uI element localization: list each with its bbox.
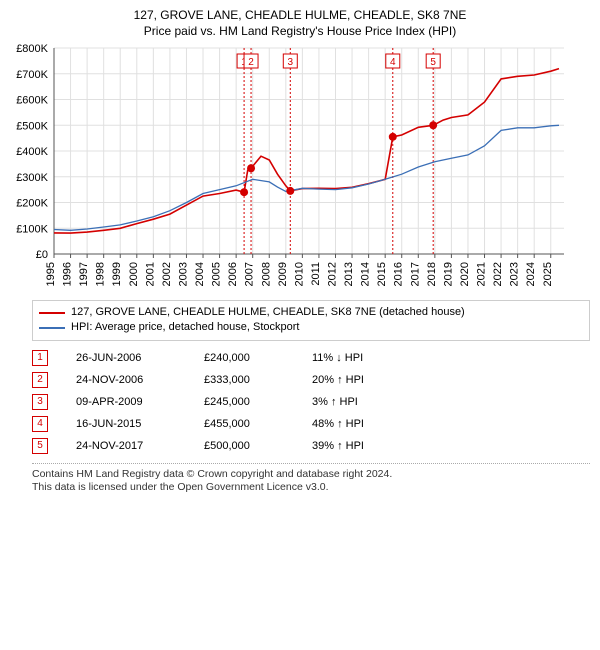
x-tick-label: 2022: [492, 262, 504, 286]
x-tick-label: 2011: [310, 262, 322, 286]
y-tick-label: £400K: [16, 146, 48, 158]
sale-row-marker: 1: [32, 350, 48, 366]
sale-row-price: £240,000: [204, 352, 284, 364]
x-tick-label: 2008: [260, 262, 272, 286]
x-tick-label: 1999: [111, 262, 123, 286]
x-tick-label: 2017: [409, 262, 421, 286]
chart-container: £0 £100K £200K £300K £400K £500K £600K £700K £80…: [8, 44, 592, 294]
sale-marker-dot: [429, 121, 437, 129]
x-tick-label: 1998: [95, 262, 107, 286]
sale-row-marker: 2: [32, 372, 48, 388]
sale-row-date: 16-JUN-2015: [76, 418, 176, 430]
chart-title-line1: 127, GROVE LANE, CHEADLE HULME, CHEADLE,…: [8, 8, 592, 22]
sale-row: 2 24-NOV-2006 £333,000 20% ↑ HPI: [32, 369, 590, 391]
legend-box: 127, GROVE LANE, CHEADLE HULME, CHEADLE,…: [32, 300, 590, 341]
sale-marker-dot: [240, 188, 248, 196]
x-tick-label: 2020: [459, 262, 471, 286]
sale-row: 3 09-APR-2009 £245,000 3% ↑ HPI: [32, 391, 590, 413]
footer-line1: Contains HM Land Registry data © Crown c…: [32, 468, 590, 482]
sale-row: 5 24-NOV-2017 £500,000 39% ↑ HPI: [32, 435, 590, 457]
sale-marker-label: 3: [288, 57, 294, 68]
y-tick-label: £100K: [16, 223, 48, 235]
sale-row-price: £245,000: [204, 396, 284, 408]
sales-table: 1 26-JUN-2006 £240,000 11% ↓ HPI 2 24-NOV-200…: [32, 347, 590, 457]
sale-row-marker: 4: [32, 416, 48, 432]
chart-title-block: 127, GROVE LANE, CHEADLE HULME, CHEADLE,…: [8, 8, 592, 38]
x-tick-label: 2010: [293, 262, 305, 286]
x-tick-label: 2019: [442, 262, 454, 286]
x-tick-label: 2000: [128, 262, 140, 286]
sale-row-price: £500,000: [204, 440, 284, 452]
x-tick-label: 2004: [194, 262, 206, 286]
sale-row-delta: 20% ↑ HPI: [312, 374, 402, 386]
x-tick-label: 2005: [211, 262, 223, 286]
sale-marker-label: 2: [248, 57, 254, 68]
sale-row-date: 09-APR-2009: [76, 396, 176, 408]
sale-row-date: 26-JUN-2006: [76, 352, 176, 364]
y-tick-label: £800K: [16, 44, 48, 55]
y-tick-label: £300K: [16, 172, 48, 184]
x-tick-label: 2018: [426, 262, 438, 286]
sale-row-price: £333,000: [204, 374, 284, 386]
sale-row-marker: 5: [32, 438, 48, 454]
y-tick-label: £500K: [16, 120, 48, 132]
sale-row-date: 24-NOV-2006: [76, 374, 176, 386]
sale-row-marker: 3: [32, 394, 48, 410]
sale-row: 4 16-JUN-2015 £455,000 48% ↑ HPI: [32, 413, 590, 435]
x-tick-label: 1995: [45, 262, 57, 286]
y-tick-label: £600K: [16, 95, 48, 107]
x-tick-label: 2006: [227, 262, 239, 286]
chart-title-line2: Price paid vs. HM Land Registry's House …: [8, 24, 592, 38]
legend-swatch: [39, 312, 65, 314]
sale-row-price: £455,000: [204, 418, 284, 430]
legend-label: HPI: Average price, detached house, Stoc…: [71, 320, 300, 335]
legend-row: HPI: Average price, detached house, Stoc…: [39, 320, 583, 335]
x-tick-label: 1996: [62, 262, 74, 286]
legend-label: 127, GROVE LANE, CHEADLE HULME, CHEADLE,…: [71, 305, 465, 320]
x-tick-label: 2024: [525, 262, 537, 286]
x-tick-label: 1997: [78, 262, 90, 286]
x-tick-label: 2001: [144, 262, 156, 286]
x-tick-label: 2015: [376, 262, 388, 286]
y-tick-label: £200K: [16, 198, 48, 210]
footer-attribution: Contains HM Land Registry data © Crown c…: [32, 463, 590, 495]
sale-row-delta: 39% ↑ HPI: [312, 440, 402, 452]
sale-row-delta: 3% ↑ HPI: [312, 396, 402, 408]
x-tick-label: 2003: [177, 262, 189, 286]
price-chart: £0 £100K £200K £300K £400K £500K £600K £700K £80…: [8, 44, 568, 294]
sale-row-delta: 48% ↑ HPI: [312, 418, 402, 430]
x-tick-label: 2007: [244, 262, 256, 286]
footer-line2: This data is licensed under the Open Gov…: [32, 481, 590, 495]
series-hpi: [54, 125, 559, 230]
legend-swatch: [39, 327, 65, 329]
sale-marker-dot: [389, 133, 397, 141]
x-tick-label: 2013: [343, 262, 355, 286]
x-tick-label: 2021: [476, 262, 488, 286]
x-tick-label: 2012: [326, 262, 338, 286]
sale-marker-label: 4: [390, 57, 396, 68]
x-tick-label: 2002: [161, 262, 173, 286]
sale-row: 1 26-JUN-2006 £240,000 11% ↓ HPI: [32, 347, 590, 369]
x-tick-label: 2009: [277, 262, 289, 286]
x-tick-label: 2016: [393, 262, 405, 286]
sale-marker-dot: [286, 187, 294, 195]
x-tick-label: 2025: [542, 262, 554, 286]
x-tick-label: 2014: [360, 262, 372, 286]
sale-marker-dot: [247, 164, 255, 172]
sale-row-delta: 11% ↓ HPI: [312, 352, 402, 364]
y-tick-label: £0: [36, 249, 48, 261]
sale-row-date: 24-NOV-2017: [76, 440, 176, 452]
x-tick-label: 2023: [509, 262, 521, 286]
sale-marker-label: 5: [430, 57, 436, 68]
legend-row: 127, GROVE LANE, CHEADLE HULME, CHEADLE,…: [39, 305, 583, 320]
y-tick-label: £700K: [16, 69, 48, 81]
